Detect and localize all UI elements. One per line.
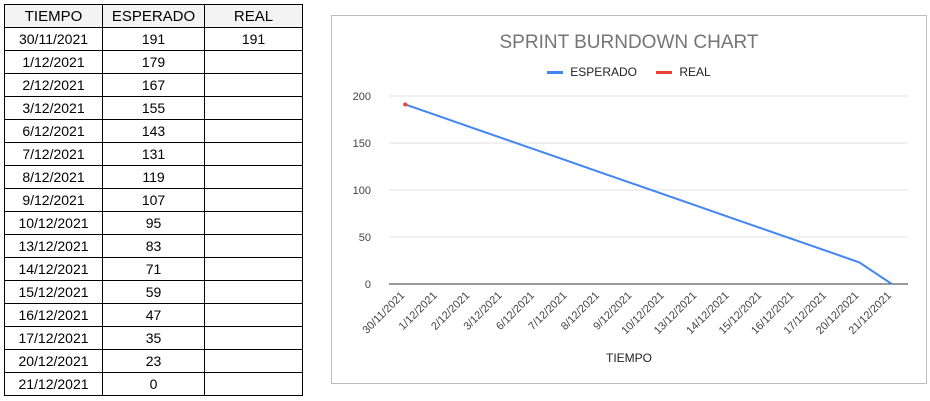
cell-esperado[interactable]: 191 — [102, 27, 205, 51]
table-row: 3/12/2021 155 — [4, 96, 303, 120]
table-row: 7/12/2021 131 — [4, 142, 303, 166]
table-row: 20/12/2021 23 — [4, 349, 303, 373]
cell-esperado[interactable]: 47 — [102, 303, 205, 327]
table-row: 30/11/2021 191 191 — [4, 27, 303, 51]
cell-real[interactable] — [204, 50, 303, 74]
table-body: 30/11/2021 191 191 1/12/2021 179 2/12/2021 167… — [4, 27, 303, 396]
cell-tiempo[interactable]: 17/12/2021 — [4, 326, 103, 350]
header-esperado[interactable]: ESPERADO — [102, 4, 205, 28]
y-tick-label: 200 — [353, 91, 371, 103]
series-point-real — [403, 102, 408, 107]
cell-esperado[interactable]: 143 — [102, 119, 205, 143]
cell-tiempo[interactable]: 10/12/2021 — [4, 211, 103, 235]
cell-real[interactable] — [204, 303, 303, 327]
chart-legend: ESPERADO REAL — [332, 65, 926, 79]
table-row: 17/12/2021 35 — [4, 326, 303, 350]
table-row: 6/12/2021 143 — [4, 119, 303, 143]
cell-esperado[interactable]: 23 — [102, 349, 205, 373]
cell-esperado[interactable]: 155 — [102, 96, 205, 120]
cell-tiempo[interactable]: 16/12/2021 — [4, 303, 103, 327]
table-row: 10/12/2021 95 — [4, 211, 303, 235]
legend-label-real: REAL — [679, 65, 711, 79]
cell-real[interactable] — [204, 349, 303, 373]
table-row: 15/12/2021 59 — [4, 280, 303, 304]
table-row: 8/12/2021 119 — [4, 165, 303, 189]
y-tick-label: 50 — [359, 232, 371, 244]
table-row: 21/12/2021 0 — [4, 372, 303, 396]
cell-esperado[interactable]: 59 — [102, 280, 205, 304]
cell-tiempo[interactable]: 15/12/2021 — [4, 280, 103, 304]
y-tick-label: 150 — [353, 138, 371, 150]
table-row: 13/12/2021 83 — [4, 234, 303, 258]
cell-real[interactable] — [204, 372, 303, 396]
cell-tiempo[interactable]: 1/12/2021 — [4, 50, 103, 74]
cell-tiempo[interactable]: 8/12/2021 — [4, 165, 103, 189]
cell-real[interactable] — [204, 234, 303, 258]
cell-real[interactable] — [204, 280, 303, 304]
legend-item-real[interactable]: REAL — [656, 65, 711, 79]
legend-swatch-real — [656, 71, 673, 75]
cell-real[interactable] — [204, 188, 303, 212]
cell-esperado[interactable]: 83 — [102, 234, 205, 258]
cell-esperado[interactable]: 71 — [102, 257, 205, 281]
cell-real[interactable] — [204, 73, 303, 97]
cell-tiempo[interactable]: 9/12/2021 — [4, 188, 103, 212]
table-row: 9/12/2021 107 — [4, 188, 303, 212]
table-row: 1/12/2021 179 — [4, 50, 303, 74]
chart-title: SPRINT BURNDOWN CHART — [499, 32, 759, 53]
legend-swatch-esperado — [547, 71, 564, 75]
cell-tiempo[interactable]: 7/12/2021 — [4, 142, 103, 166]
table-row: 16/12/2021 47 — [4, 303, 303, 327]
cell-tiempo[interactable]: 21/12/2021 — [4, 372, 103, 396]
chart-plot-area: 05010015020030/11/20211/12/20212/12/2021… — [353, 91, 908, 337]
cell-tiempo[interactable]: 14/12/2021 — [4, 257, 103, 281]
cell-esperado[interactable]: 131 — [102, 142, 205, 166]
cell-real[interactable] — [204, 96, 303, 120]
cell-tiempo[interactable]: 30/11/2021 — [4, 27, 103, 51]
table-row: 2/12/2021 167 — [4, 73, 303, 97]
cell-esperado[interactable]: 0 — [102, 372, 205, 396]
cell-esperado[interactable]: 95 — [102, 211, 205, 235]
cell-tiempo[interactable]: 13/12/2021 — [4, 234, 103, 258]
data-table: TIEMPO ESPERADO REAL 30/11/2021 191 191 1/1… — [4, 4, 303, 396]
series-line-esperado — [404, 103, 893, 285]
cell-tiempo[interactable]: 20/12/2021 — [4, 349, 103, 373]
burndown-chart[interactable]: 0 50 100 150 200 30/11/2021 1/12/2021 2/12/2021… — [331, 15, 927, 384]
cell-real[interactable] — [204, 165, 303, 189]
cell-esperado[interactable]: 179 — [102, 50, 205, 74]
cell-real[interactable] — [204, 211, 303, 235]
x-axis-title: TIEMPO — [605, 351, 652, 365]
cell-real[interactable]: 191 — [204, 27, 303, 51]
cell-real[interactable] — [204, 257, 303, 281]
header-tiempo[interactable]: TIEMPO — [4, 4, 103, 28]
cell-tiempo[interactable]: 3/12/2021 — [4, 96, 103, 120]
cell-esperado[interactable]: 107 — [102, 188, 205, 212]
y-tick-label: 0 — [365, 279, 371, 291]
cell-esperado[interactable]: 167 — [102, 73, 205, 97]
cell-tiempo[interactable]: 6/12/2021 — [4, 119, 103, 143]
x-tick-label: 30/11/2021 — [360, 290, 407, 337]
cell-real[interactable] — [204, 326, 303, 350]
y-tick-label: 100 — [353, 185, 371, 197]
header-real[interactable]: REAL — [204, 4, 303, 28]
table-row: 14/12/2021 71 — [4, 257, 303, 281]
legend-item-esperado[interactable]: ESPERADO — [547, 65, 637, 79]
cell-tiempo[interactable]: 2/12/2021 — [4, 73, 103, 97]
table-header-row: TIEMPO ESPERADO REAL — [4, 4, 303, 28]
cell-real[interactable] — [204, 142, 303, 166]
cell-esperado[interactable]: 35 — [102, 326, 205, 350]
cell-esperado[interactable]: 119 — [102, 165, 205, 189]
cell-real[interactable] — [204, 119, 303, 143]
legend-label-esperado: ESPERADO — [570, 65, 637, 79]
